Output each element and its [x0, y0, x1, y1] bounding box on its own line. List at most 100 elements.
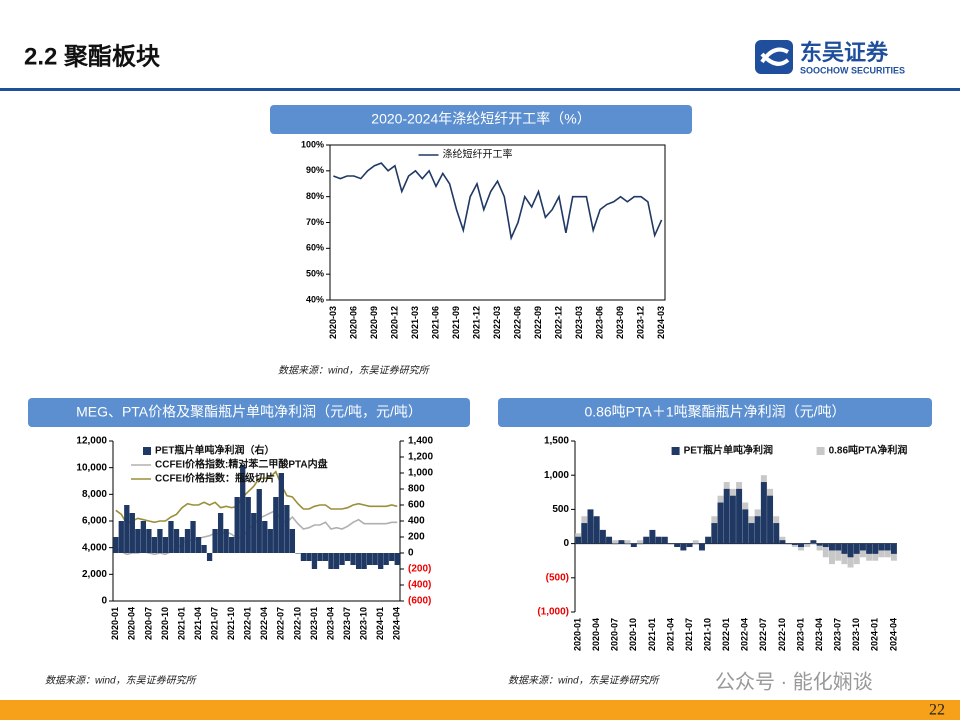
footer-bar: [0, 700, 960, 720]
bar: [333, 553, 340, 569]
x-tick-label: 2023-01: [795, 618, 805, 651]
bar: [372, 553, 378, 565]
bar: [350, 553, 356, 565]
x-tick-label: 2023-12: [635, 306, 645, 339]
bar: [278, 473, 284, 553]
bar: [245, 497, 251, 553]
bar: [240, 465, 246, 553]
x-tick-label: 2021-01: [176, 607, 186, 640]
bar: [829, 543, 835, 551]
bar: [366, 553, 373, 565]
y2-tick-label: 400: [408, 516, 425, 527]
bar: [637, 543, 643, 545]
x-tick-label: 2023-07: [833, 618, 843, 651]
logo-icon: [755, 40, 793, 74]
bar: [878, 543, 885, 551]
x-tick-label: 2020-03: [328, 306, 338, 339]
x-tick-label: 2024-03: [656, 306, 666, 339]
x-tick-label: 2022-09: [533, 306, 543, 339]
chart-title: 2020-2024年涤纶短纤开工率（%）: [371, 111, 590, 127]
bar: [151, 537, 158, 553]
x-tick-label: 2020-04: [591, 618, 601, 651]
legend-label: CCFEI价格指数:精对苯二甲酸PTA内盘: [155, 458, 328, 471]
logo-subtext: SOOCHOW SECURITIES: [800, 65, 905, 75]
x-tick-label: 2020-10: [160, 607, 170, 640]
x-tick-label: 2022-06: [512, 306, 522, 339]
x-tick-label: 2023-04: [814, 618, 824, 651]
bar: [872, 543, 879, 554]
bar: [736, 488, 743, 544]
plot-frame: [329, 144, 666, 301]
x-tick-label: 2023-07: [342, 607, 352, 640]
x-tick-label: 2021-07: [209, 607, 219, 640]
title-banner: [270, 105, 692, 134]
bar: [118, 521, 124, 553]
bar: [289, 529, 296, 553]
bar: [162, 537, 169, 553]
x-tick-label: 2024-04: [888, 618, 898, 651]
bar: [723, 488, 730, 544]
x-tick-label: 2021-06: [430, 306, 440, 339]
x-tick-label: 2023-06: [594, 306, 604, 339]
bar: [829, 543, 835, 565]
bar: [637, 540, 643, 544]
bar: [223, 529, 229, 553]
bar: [661, 536, 668, 544]
x-tick-label: 2023-10: [359, 607, 369, 640]
bar: [748, 523, 755, 544]
bar: [113, 537, 119, 553]
bar: [822, 543, 829, 558]
bar: [575, 536, 582, 544]
x-tick-label: 2022-12: [553, 306, 563, 339]
bar: [273, 497, 279, 553]
bar: [717, 502, 724, 544]
bar: [378, 553, 384, 569]
x-tick-label: 2020-07: [143, 607, 153, 640]
bar: [179, 537, 185, 553]
y-tick-label: 12,000: [76, 436, 107, 447]
bar: [201, 545, 207, 553]
x-tick-label: 2021-04: [193, 607, 203, 640]
x-tick-label: 2020-06: [348, 306, 358, 339]
bar: [711, 523, 718, 544]
y2-tick-label: 800: [408, 484, 425, 495]
bar: [760, 482, 767, 544]
y-tick-label: 60%: [306, 243, 324, 253]
bar: [593, 516, 600, 544]
bar: [853, 543, 860, 554]
x-tick-label: 2021-09: [451, 306, 461, 339]
x-tick-label: 2020-04: [127, 607, 137, 640]
bar: [212, 529, 218, 553]
bar: [618, 540, 625, 544]
bar: [804, 543, 811, 548]
bar: [674, 543, 681, 548]
source: 数据来源：wind，东吴证券研究所: [508, 675, 661, 687]
bar: [692, 543, 699, 545]
x-tick-label: 2024-04: [392, 607, 402, 640]
bar: [262, 521, 268, 553]
x-tick-label: 2021-03: [410, 306, 420, 339]
bar: [234, 497, 240, 553]
chart-title: 0.86吨PTA＋1吨聚酯瓶片净利润（元/吨）: [584, 404, 845, 420]
bar: [785, 543, 792, 545]
bar: [841, 543, 848, 554]
slide-title: 2.2 聚酯板块: [24, 43, 160, 70]
bar: [344, 553, 351, 561]
x-tick-label: 2024-01: [870, 618, 880, 651]
bar: [630, 543, 637, 548]
bar: [798, 543, 804, 548]
bar: [810, 540, 817, 544]
bar: [822, 543, 829, 548]
bar: [322, 553, 329, 561]
bar: [835, 543, 842, 561]
x-tick-label: 2022-04: [740, 618, 750, 651]
y2-tick-label: 0: [408, 548, 414, 559]
x-tick-label: 2021-12: [471, 306, 481, 339]
bar: [184, 529, 191, 553]
y-tick-label: 8,000: [82, 489, 107, 500]
bar: [773, 523, 780, 544]
bar: [804, 543, 811, 545]
bar: [295, 553, 301, 554]
bar: [798, 543, 804, 551]
